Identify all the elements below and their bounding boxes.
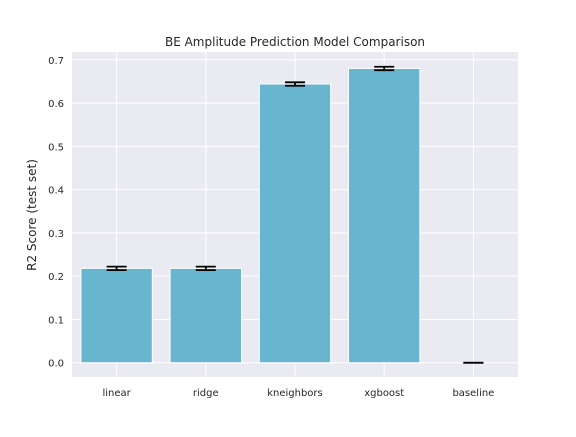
y-tick-label: 0.3 [48, 229, 64, 240]
errorbar-kneighbors [285, 81, 305, 87]
y-axis-label: R2 Score (test set) [25, 159, 39, 271]
y-tick-label: 0.5 [48, 142, 64, 153]
x-tick-label-xgboost: xgboost [364, 388, 404, 399]
error-bars [106, 65, 484, 364]
y-tick-label: 0.1 [48, 315, 64, 326]
y-tick-label: 0.0 [48, 359, 64, 370]
y-tick-label: 0.7 [48, 56, 64, 67]
x-tick-labels: linear ridge kneighbors xgboost baseline [102, 388, 494, 399]
y-tick-label: 0.6 [48, 99, 64, 110]
bar-linear [80, 267, 153, 364]
bar-ridge [169, 267, 242, 364]
y-tick-labels: 0.0 0.1 0.2 0.3 0.4 0.5 0.6 0.7 [48, 56, 64, 370]
chart-title: BE Amplitude Prediction Model Comparison [165, 35, 425, 49]
y-tick-label: 0.2 [48, 272, 64, 283]
errorbar-linear [106, 265, 127, 272]
x-tick-label-ridge: ridge [193, 388, 219, 399]
y-tick-label: 0.4 [48, 186, 64, 197]
errorbar-ridge [195, 265, 216, 272]
errorbar-xgboost [374, 65, 395, 72]
bars [80, 67, 421, 364]
x-tick-label-baseline: baseline [452, 388, 494, 399]
bar-xgboost [348, 67, 421, 364]
bar-kneighbors [258, 83, 332, 364]
x-tick-label-kneighbors: kneighbors [267, 388, 323, 399]
x-tick-label-linear: linear [102, 388, 131, 399]
